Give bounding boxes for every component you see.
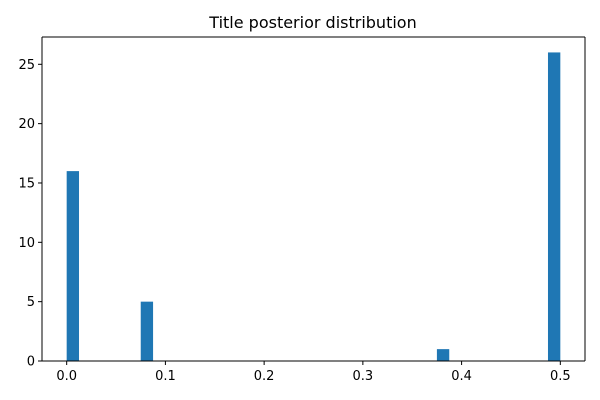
y-tick-label: 20 [18,117,35,132]
y-axis-ticks: 0 5 10 15 20 25 [18,58,42,370]
chart-title: Title posterior distribution [208,13,416,32]
x-tick-label: 0.5 [550,369,571,384]
histogram-bar-1 [140,301,154,361]
x-tick-label: 0.4 [451,369,472,384]
y-tick-label: 0 [27,355,35,370]
bars-group [66,52,561,362]
histogram-bar-0 [66,171,80,361]
x-tick-label: 0.1 [155,369,176,384]
x-tick-label: 0.2 [254,369,275,384]
histogram-bar-3 [547,52,561,362]
y-tick-label: 25 [18,58,35,73]
x-axis-ticks: 0.0 0.1 0.2 0.3 0.4 0.5 [56,361,571,384]
y-tick-label: 10 [18,236,35,251]
x-tick-label: 0.3 [353,369,374,384]
y-tick-label: 5 [27,295,35,310]
y-tick-label: 15 [18,176,35,191]
axes-frame [41,36,586,362]
histogram-bar-2 [436,349,450,361]
x-tick-label: 0.0 [56,369,77,384]
